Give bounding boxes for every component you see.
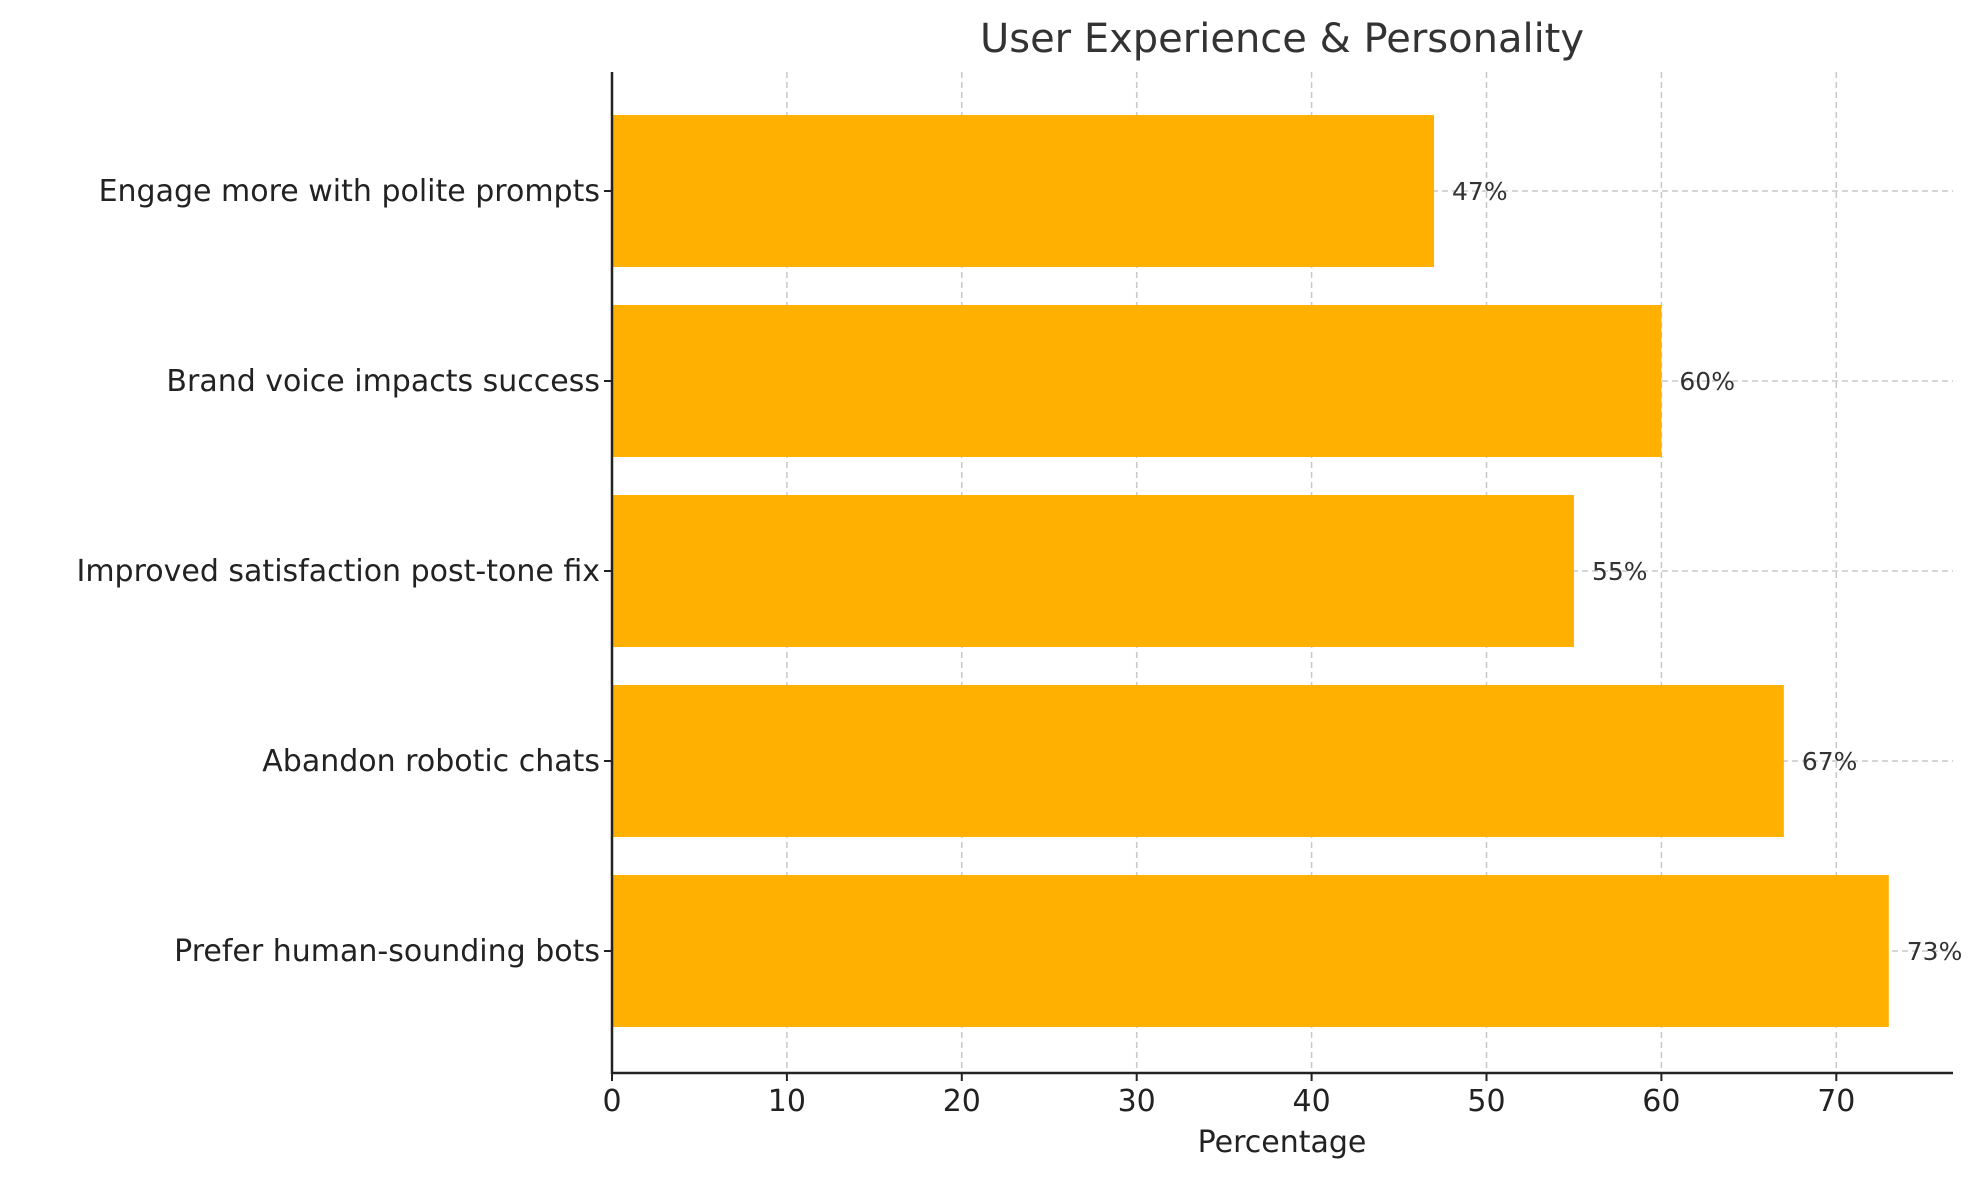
x-tick-label: 70 [1817,1084,1855,1119]
y-tick-label: Abandon robotic chats [262,744,600,779]
y-tick-label: Improved satisfaction post-tone fix [76,554,600,589]
y-tick-label: Brand voice impacts success [166,364,600,399]
x-axis-label: Percentage [1198,1125,1367,1160]
chart-title: User Experience & Personality [980,16,1584,62]
data-label: 67% [1802,747,1858,776]
y-tick-label: Engage more with polite prompts [99,174,600,209]
data-label: 73% [1907,937,1963,966]
bars [612,115,1889,1027]
x-tick-label: 10 [768,1084,806,1119]
data-label: 47% [1452,177,1508,206]
axes: 0 10 20 30 40 50 60 70 Engage more with polite p… [76,72,1953,1119]
y-tick-label: Prefer human-sounding bots [174,934,600,969]
x-tick-label: 40 [1293,1084,1331,1119]
data-label: 60% [1679,367,1735,396]
x-tick-label: 0 [602,1084,621,1119]
x-tick-label: 50 [1467,1084,1505,1119]
data-label: 55% [1592,557,1648,586]
data-labels: 47% 60% 55% 67% 73% [1452,177,1962,966]
bar [612,495,1574,647]
x-tick-label: 60 [1642,1084,1680,1119]
bar [612,875,1889,1027]
bar [612,115,1435,267]
x-tick-label: 20 [943,1084,981,1119]
bar [612,685,1784,837]
x-tick-label: 30 [1118,1084,1156,1119]
bar [612,305,1662,457]
